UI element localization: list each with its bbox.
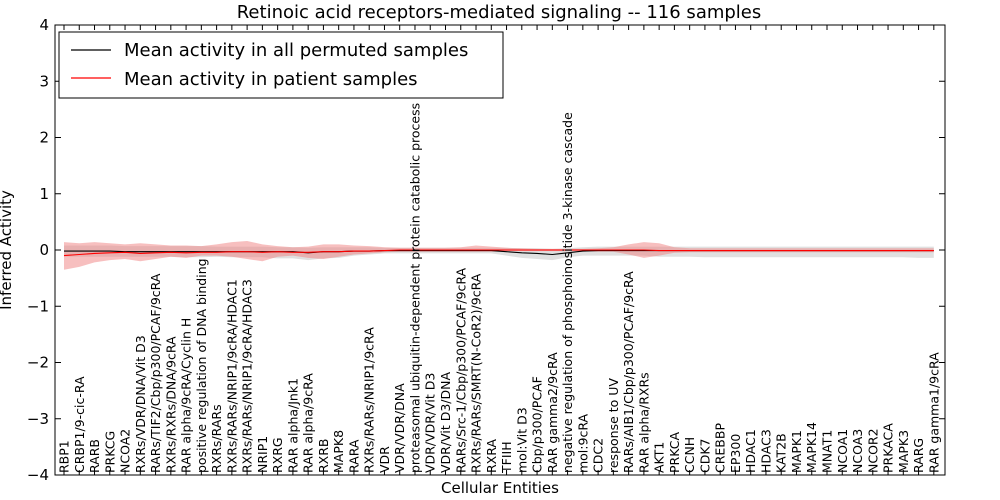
x-tick-label: NCOA3	[850, 429, 865, 473]
x-axis-label: Cellular Entities	[441, 479, 559, 497]
x-tick-label: VDR	[377, 446, 392, 473]
x-tick-label: Cbp/p300/PCAF	[530, 376, 545, 473]
x-tick-label: mol:9cRA	[575, 413, 590, 473]
x-tick-label: RXRs/RARs/SMRT(N-CoR2)/9cRA	[469, 273, 484, 473]
x-tick-label: RXRs/RARs	[209, 404, 224, 473]
series-band-1	[64, 241, 934, 270]
x-tick-label: HDAC3	[758, 429, 773, 473]
x-tick-label: PRKCA	[667, 432, 682, 473]
y-tick-label: 0	[39, 241, 49, 259]
x-tick-label: MNAT1	[820, 430, 835, 473]
series-line-1	[63, 249, 934, 257]
x-tick-label: KAT2B	[774, 433, 789, 473]
y-tick-label: 2	[39, 129, 49, 147]
x-tick-label: NCOR2	[865, 428, 880, 473]
x-tick-label: HDAC1	[743, 429, 758, 473]
x-tick-label: proteasomal ubiquitin-dependent protein …	[407, 103, 422, 473]
y-tick-label: −1	[27, 297, 49, 315]
plot-frame	[54, 24, 946, 476]
x-tick-label: NCOA2	[118, 429, 133, 473]
x-tick-label: RAR gamma1/9cRA	[926, 352, 941, 473]
x-tick-label: RARs/TIF2/Cbp/p300/PCAF/9cRA	[148, 273, 163, 473]
x-tick-label: RARs/Src-1/Cbp/p300/PCAF/9cRA	[453, 267, 468, 473]
x-tick-label: CREBBP	[713, 423, 728, 473]
y-tick-label: 3	[39, 72, 49, 90]
x-tick-label: PRKCG	[102, 431, 117, 473]
x-tick-label: NRIP1	[255, 436, 270, 473]
x-tick-label: MAPK8	[331, 430, 346, 473]
x-tick-label: TFIIH	[499, 441, 514, 474]
x-tick-label: RBP1	[57, 440, 72, 473]
x-tick-label: RXRG	[270, 437, 285, 473]
x-tick-label: RXRs/RARs/NRIP1/9cRA	[362, 327, 377, 473]
x-tick-label: negative regulation of phosphoinositide …	[560, 112, 575, 473]
x-tick-label: RARB	[87, 439, 102, 473]
y-tick-label: −3	[27, 410, 49, 428]
x-tick-label: CCNH	[682, 437, 697, 473]
x-tick-label: RXRs/VDR/DNA/Vit D3	[133, 335, 148, 473]
x-tick-label: positive regulation of DNA binding	[194, 258, 209, 473]
x-tick-label: MAPK14	[804, 422, 819, 473]
legend-box	[58, 31, 504, 99]
x-tick-label: CDC2	[591, 438, 606, 473]
x-tick-label: RAR alpha/9cRA	[301, 373, 316, 473]
x-tick-label: RARA	[346, 439, 361, 473]
x-tick-label: RAR gamma2/9cRA	[545, 352, 560, 473]
x-tick-label: VDR/VDR/DNA	[392, 383, 407, 473]
y-tick-label: 4	[39, 16, 49, 34]
x-tick-label: response to UV	[606, 378, 621, 473]
x-tick-label: EP300	[728, 434, 743, 473]
x-tick-label: RAR alpha/9cRA/Cyclin H	[179, 318, 194, 473]
chart-title: Retinoic acid receptors-mediated signali…	[237, 2, 762, 23]
x-tick-label: VDR/Vit D3/DNA	[438, 372, 453, 473]
x-tick-label: MAPK3	[896, 430, 911, 473]
x-tick-label: NCOA1	[835, 429, 850, 473]
x-tick-label: AKT1	[652, 442, 667, 473]
x-tick-label: PRKACA	[881, 423, 896, 473]
y-tick-label: −2	[27, 354, 49, 372]
plot-area: −4 −3 −2 −1 0 1 2 3 4 RBP1 CRBP1/9-cic-RA RARB PRKCG…	[27, 16, 945, 484]
x-tick-label: RARG	[911, 438, 926, 473]
x-tick-label: mol:Vit D3	[514, 407, 529, 473]
x-tick-label: RXRB	[316, 438, 331, 473]
x-tick-label: RXRs/RARs/NRIP1/9cRA/HDAC1	[224, 279, 239, 473]
legend: Mean activity in all permuted samples Me…	[58, 31, 504, 99]
x-tick-label: CDK7	[697, 438, 712, 473]
y-axis-label: Inferred Activity	[0, 190, 15, 310]
x-tick-label: VDR/VDR/Vit D3	[423, 373, 438, 473]
x-tick-label: RARs/AIB1/Cbp/p300/PCAF/9cRA	[621, 271, 636, 473]
x-tick-label: RAR alpha/Jnk1	[285, 378, 300, 473]
y-tick-label: 1	[39, 185, 49, 203]
x-tick-label: RAR alpha/RXRs	[636, 372, 651, 473]
x-tick-label: RXRs/RXRs/DNA/9cRA	[163, 336, 178, 473]
x-tick-label: MAPK1	[789, 430, 804, 473]
y-tick-label: −4	[27, 466, 49, 484]
x-tick-label: CRBP1/9-cic-RA	[72, 376, 87, 473]
x-tick-label: RXRs/RARs/NRIP1/9cRA/HDAC3	[240, 279, 255, 473]
legend-label-permuted: Mean activity in all permuted samples	[124, 40, 468, 61]
x-tick-label: RXRA	[484, 439, 499, 473]
legend-label-patient: Mean activity in patient samples	[124, 69, 418, 90]
